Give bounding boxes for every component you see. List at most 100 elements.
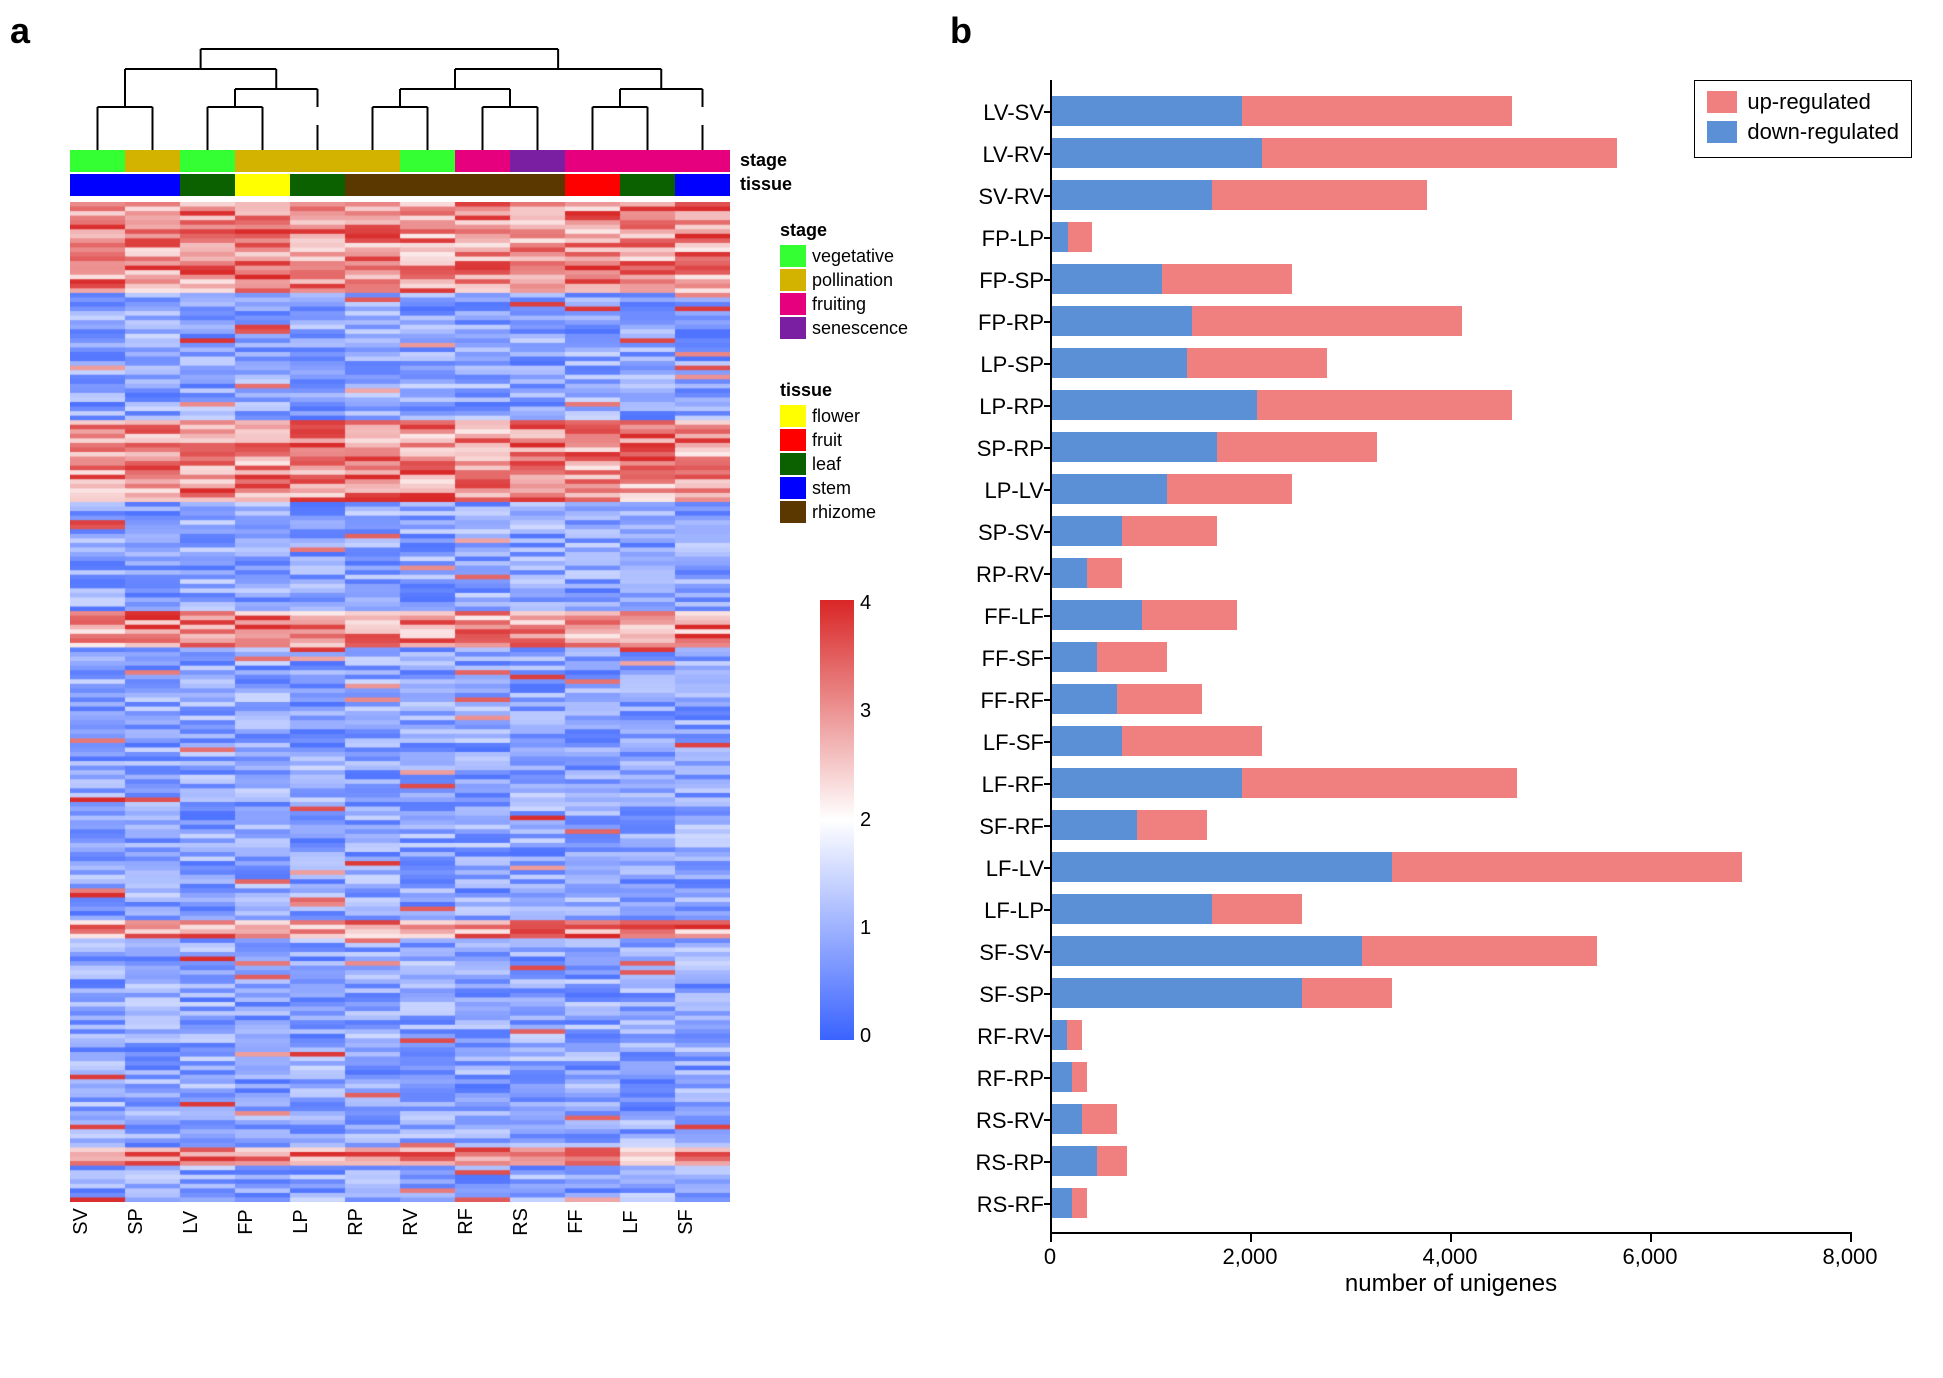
bar-up-segment	[1242, 96, 1512, 126]
tissue-cell	[400, 174, 455, 196]
bar-down-segment	[1052, 726, 1122, 756]
bar-up-segment	[1167, 474, 1292, 504]
bar-label: FF-RF	[964, 688, 1044, 714]
bar-down-segment	[1052, 978, 1302, 1008]
bar-label: LV-RV	[964, 142, 1044, 168]
legend-label: rhizome	[812, 502, 876, 523]
colorbar-tick: 4	[860, 592, 871, 615]
bar-up-segment	[1162, 264, 1292, 294]
x-tick	[1250, 1232, 1252, 1242]
bar-down-segment	[1052, 390, 1257, 420]
bar-label: LP-RP	[964, 394, 1044, 420]
stage-legend: stage vegetativepollinationfruitingsenes…	[780, 220, 908, 341]
bar-up-segment	[1142, 600, 1237, 630]
heatmap-column-label: RV	[400, 1208, 455, 1236]
stage-cell	[70, 150, 125, 172]
bar-down-segment	[1052, 180, 1212, 210]
legend-row: pollination	[780, 269, 908, 291]
bar-down-segment	[1052, 1146, 1097, 1176]
stage-strip-label: stage	[740, 150, 787, 171]
bar-down-segment	[1052, 516, 1122, 546]
tissue-cell	[455, 174, 510, 196]
bar-up-segment	[1302, 978, 1392, 1008]
bar-down-segment	[1052, 1188, 1072, 1218]
bar-down-segment	[1052, 264, 1162, 294]
bar-up-segment	[1217, 432, 1377, 462]
bar-label: LP-SP	[964, 352, 1044, 378]
colorbar-tick: 3	[860, 700, 871, 723]
bar-label: SP-RP	[964, 436, 1044, 462]
bar-down-segment	[1052, 894, 1212, 924]
stage-cell	[510, 150, 565, 172]
bar-label: LF-LV	[964, 856, 1044, 882]
bar-up-segment	[1122, 726, 1262, 756]
bar-up-segment	[1392, 852, 1742, 882]
bar-up-segment	[1257, 390, 1512, 420]
legend-row: vegetative	[780, 245, 908, 267]
bar-down-segment	[1052, 810, 1137, 840]
bar-label: SF-SP	[964, 982, 1044, 1008]
bar-up-segment	[1192, 306, 1462, 336]
bar-down-segment	[1052, 432, 1217, 462]
stage-cell	[620, 150, 675, 172]
bar-down-segment	[1052, 642, 1097, 672]
bar-up-segment	[1082, 1104, 1117, 1134]
legend-row: stem	[780, 477, 876, 499]
bar-label: LF-SF	[964, 730, 1044, 756]
bar-up-segment	[1187, 348, 1327, 378]
bar-label: FF-SF	[964, 646, 1044, 672]
bar-up-segment	[1262, 138, 1617, 168]
bar-up-segment	[1137, 810, 1207, 840]
x-tick-label: 6,000	[1622, 1244, 1677, 1270]
bar-label: FP-RP	[964, 310, 1044, 336]
legend-row: rhizome	[780, 501, 876, 523]
heatmap-column-labels: SVSPLVFPLPRPRVRFRSFFLFSF	[70, 1208, 730, 1236]
bar-up-segment	[1097, 642, 1167, 672]
panel-a-label: a	[10, 10, 30, 52]
stage-cell	[400, 150, 455, 172]
bar-label: RS-RV	[964, 1108, 1044, 1134]
bar-label: SF-RF	[964, 814, 1044, 840]
bar-down-segment	[1052, 474, 1167, 504]
stage-cell	[290, 150, 345, 172]
heatmap-column-label: SF	[675, 1208, 730, 1236]
heatmap-colorbar: 43210	[820, 600, 854, 1040]
tissue-cell	[290, 174, 345, 196]
bar-label: RS-RF	[964, 1192, 1044, 1218]
heatmap-column-label: SV	[70, 1208, 125, 1236]
tissue-cell	[675, 174, 730, 196]
heatmap-column-label: LV	[180, 1208, 235, 1236]
bar-down-segment	[1052, 222, 1068, 252]
bar-up-segment	[1362, 936, 1597, 966]
bar-label: SF-SV	[964, 940, 1044, 966]
legend-swatch	[780, 429, 806, 451]
legend-swatch	[780, 501, 806, 523]
bar-down-segment	[1052, 684, 1117, 714]
tissue-cell	[70, 174, 125, 196]
bar-down-segment	[1052, 558, 1087, 588]
heatmap	[70, 202, 730, 1202]
x-tick-label: 4,000	[1422, 1244, 1477, 1270]
legend-row: flower	[780, 405, 876, 427]
heatmap-column-label: RF	[455, 1208, 510, 1236]
legend-label: senescence	[812, 318, 908, 339]
legend-row: senescence	[780, 317, 908, 339]
x-tick-label: 2,000	[1222, 1244, 1277, 1270]
legend-label: stem	[812, 478, 851, 499]
bar-up-segment	[1072, 1062, 1087, 1092]
legend-label: fruiting	[812, 294, 866, 315]
bar-up-segment	[1087, 558, 1122, 588]
bar-label: LF-RF	[964, 772, 1044, 798]
legend-label: flower	[812, 406, 860, 427]
legend-swatch	[780, 453, 806, 475]
heatmap-column-label: RP	[345, 1208, 400, 1236]
tissue-cell	[125, 174, 180, 196]
heatmap-column-label: SP	[125, 1208, 180, 1236]
heatmap-column-label: FP	[235, 1208, 290, 1236]
stage-strip	[70, 150, 730, 172]
legend-swatch	[780, 477, 806, 499]
legend-label: fruit	[812, 430, 842, 451]
bar-label: LV-SV	[964, 100, 1044, 126]
stage-cell	[235, 150, 290, 172]
bar-label: RF-RV	[964, 1024, 1044, 1050]
